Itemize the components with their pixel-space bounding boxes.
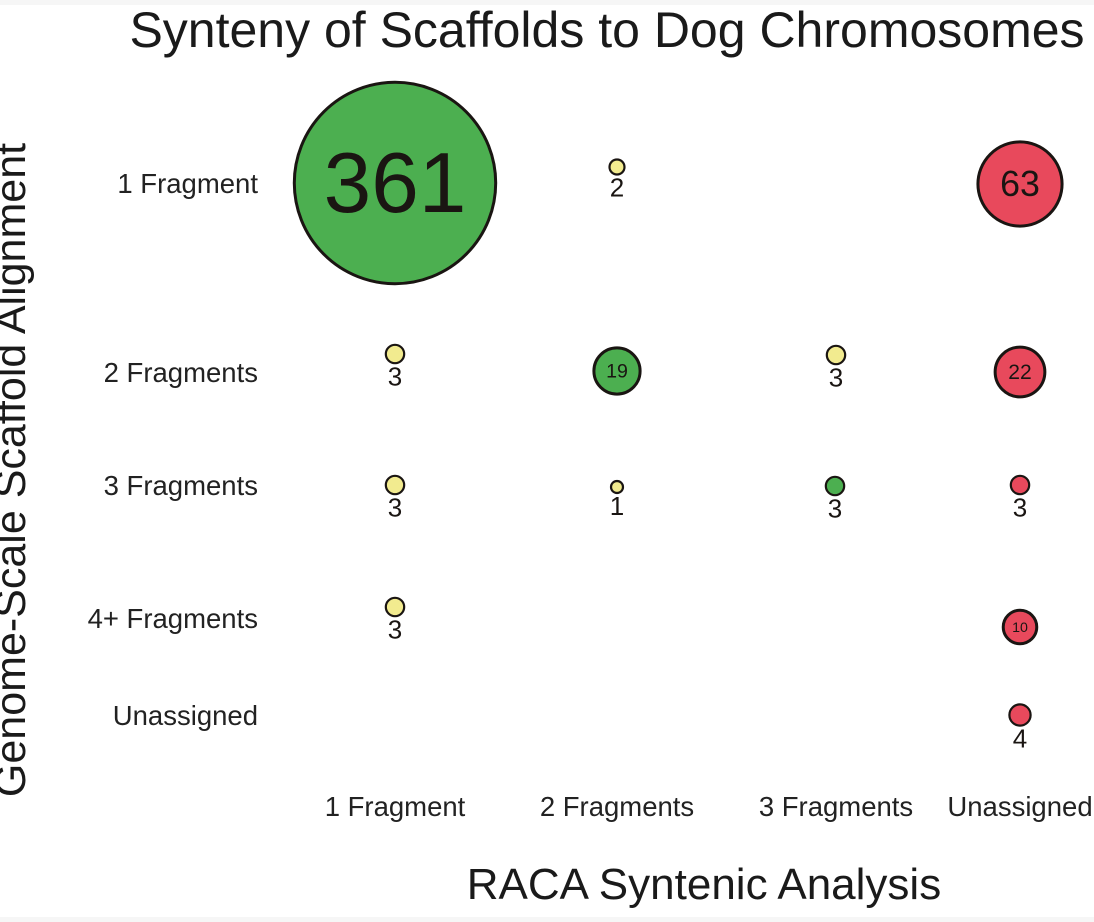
svg-text:10: 10 [1012,620,1028,636]
svg-text:1 Fragment: 1 Fragment [325,791,466,822]
svg-text:Genome-Scale Scaffold Alignmen: Genome-Scale Scaffold Alignment [0,143,35,797]
svg-text:Synteny of Scaffolds to Dog Ch: Synteny of Scaffolds to Dog Chromosomes [129,2,1084,58]
svg-text:3: 3 [829,362,843,392]
svg-text:1 Fragment: 1 Fragment [117,168,258,199]
svg-text:3 Fragments: 3 Fragments [759,791,913,822]
svg-text:2 Fragments: 2 Fragments [540,791,694,822]
svg-text:Unassigned: Unassigned [947,791,1092,822]
svg-text:1: 1 [610,491,624,521]
svg-text:63: 63 [1000,164,1040,204]
svg-text:3: 3 [388,614,402,644]
svg-text:3: 3 [828,493,842,523]
svg-text:RACA Syntenic Analysis: RACA Syntenic Analysis [467,860,941,909]
svg-text:19: 19 [606,361,628,383]
svg-text:22: 22 [1008,361,1031,384]
svg-text:3 Fragments: 3 Fragments [104,470,258,501]
svg-text:2 Fragments: 2 Fragments [104,357,258,388]
svg-text:4+ Fragments: 4+ Fragments [88,603,258,634]
svg-text:4: 4 [1013,724,1027,754]
svg-text:3: 3 [388,361,402,391]
svg-text:3: 3 [388,492,402,522]
svg-text:Unassigned: Unassigned [113,700,258,731]
svg-text:2: 2 [610,173,624,203]
svg-text:361: 361 [324,136,467,231]
svg-text:3: 3 [1013,492,1027,522]
